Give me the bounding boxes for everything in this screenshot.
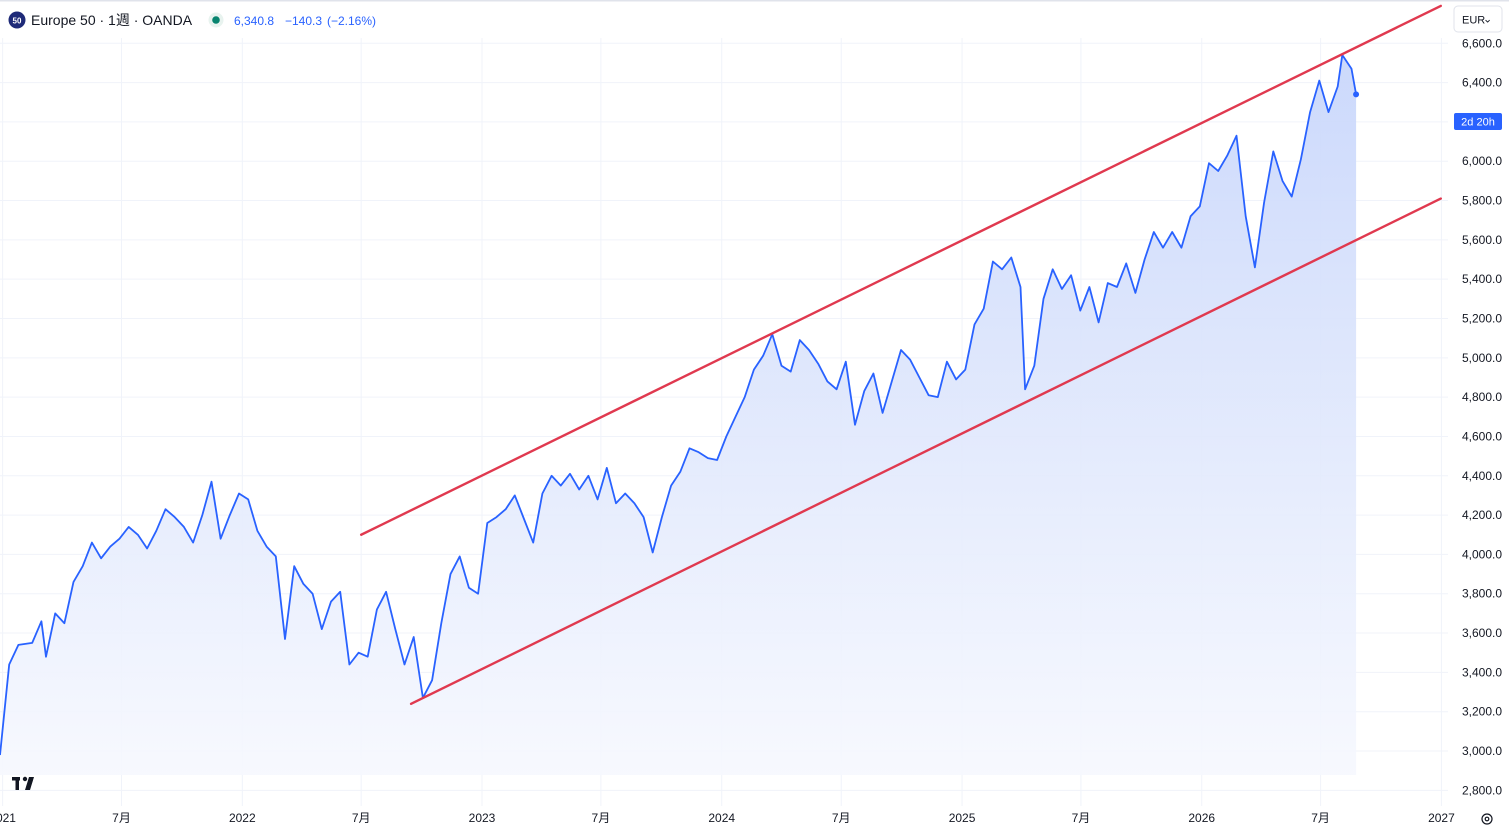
y-tick-label: 5,000.0	[1462, 351, 1502, 365]
legend[interactable]: 50 Europe 50 · 1週 · OANDA 6,340.8 −140.3…	[8, 11, 377, 29]
settings-gear-icon[interactable]	[1481, 813, 1493, 825]
y-tick-label: 3,400.0	[1462, 665, 1502, 679]
x-tick-label: 2023	[469, 811, 496, 825]
y-tick-label: 4,800.0	[1462, 390, 1502, 404]
y-tick-label: 4,000.0	[1462, 547, 1502, 561]
last-price: 6,340.8	[234, 14, 274, 28]
price-axis[interactable]: 2,800.0 3,000.0 3,200.0 3,400.0 3,600.0 3,800…	[1462, 36, 1502, 797]
y-tick-label: 6,600.0	[1462, 36, 1502, 50]
y-tick-label: 2,800.0	[1462, 783, 1502, 797]
countdown-label: 2d 20h	[1454, 113, 1502, 130]
y-tick-label: 3,600.0	[1462, 626, 1502, 640]
market-status-icon[interactable]	[212, 16, 220, 24]
price-change-pct: (−2.16%)	[327, 14, 376, 28]
channel-lower-line[interactable]	[409, 197, 1442, 706]
y-tick-label: 3,000.0	[1462, 744, 1502, 758]
x-tick-label: 2021	[0, 811, 16, 825]
x-tick-label: 7月	[1311, 811, 1330, 825]
x-tick-label: 7月	[592, 811, 611, 825]
y-tick-label: 5,800.0	[1462, 194, 1502, 208]
price-area	[0, 55, 1357, 775]
x-tick-label: 7月	[1072, 811, 1091, 825]
symbol-logo-icon	[8, 11, 26, 29]
x-tick-label: 2027	[1428, 811, 1455, 825]
countdown-text: 2d 20h	[1461, 117, 1495, 129]
y-tick-label: 5,200.0	[1462, 311, 1502, 325]
channel-upper-line[interactable]	[359, 4, 1442, 536]
time-axis[interactable]: 2021 7月 2022 7月 2023 7月 2024 7月 2025 7月 2026 7月 2027	[0, 811, 1455, 825]
currency-label: EUR	[1462, 15, 1485, 27]
channel-lines[interactable]	[359, 4, 1442, 706]
last-price-dot	[1353, 91, 1360, 98]
y-tick-label: 6,000.0	[1462, 154, 1502, 168]
y-tick-label: 6,400.0	[1462, 76, 1502, 90]
tradingview-logo-icon[interactable]	[12, 776, 34, 790]
x-tick-label: 2022	[229, 811, 256, 825]
y-tick-label: 3,800.0	[1462, 587, 1502, 601]
top-border	[0, 0, 1509, 2]
currency-button[interactable]: EUR ⌄	[1453, 5, 1503, 33]
price-line	[0, 54, 1357, 756]
y-tick-label: 5,400.0	[1462, 272, 1502, 286]
y-tick-label: 4,600.0	[1462, 429, 1502, 443]
chevron-down-icon: ⌄	[1483, 14, 1492, 26]
y-tick-label: 3,200.0	[1462, 705, 1502, 719]
x-tick-label: 7月	[112, 811, 131, 825]
y-tick-label: 5,600.0	[1462, 233, 1502, 247]
x-tick-label: 2024	[708, 811, 735, 825]
x-tick-label: 7月	[832, 811, 851, 825]
x-tick-label: 7月	[352, 811, 371, 825]
y-tick-label: 4,200.0	[1462, 508, 1502, 522]
price-change: −140.3	[285, 14, 322, 28]
x-tick-label: 2025	[949, 811, 976, 825]
y-tick-label: 4,400.0	[1462, 469, 1502, 483]
x-tick-label: 2026	[1188, 811, 1215, 825]
symbol-badge: 50	[13, 17, 22, 26]
symbol-title[interactable]: Europe 50 · 1週 · OANDA	[31, 12, 193, 28]
